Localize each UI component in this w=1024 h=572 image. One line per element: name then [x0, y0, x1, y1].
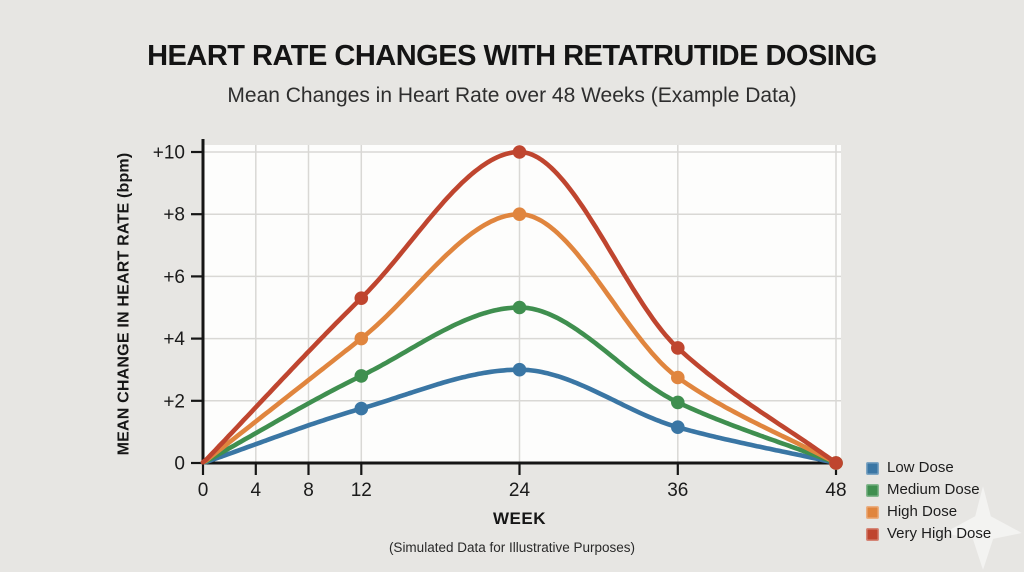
series-marker-low-dose: [671, 420, 685, 435]
x-tick-label: 8: [303, 480, 314, 501]
series-marker-very-high-dose: [829, 456, 843, 470]
y-tick-label: +8: [163, 205, 185, 226]
y-tick-label: +10: [153, 143, 185, 164]
legend-swatch: [866, 483, 879, 497]
x-tick-label: 12: [351, 480, 372, 501]
y-tick-label: +4: [163, 329, 185, 350]
legend-item-low-dose: Low Dose: [866, 459, 991, 476]
chart-title: HEART RATE CHANGES WITH RETATRUTIDE DOSI…: [147, 40, 877, 72]
x-tick-label: 4: [251, 480, 262, 501]
legend-label: Low Dose: [887, 459, 954, 476]
series-marker-very-high-dose: [354, 291, 369, 306]
y-tick-label: +6: [163, 267, 185, 288]
x-axis-title: WEEK: [493, 509, 546, 528]
series-marker-high-dose: [512, 207, 527, 221]
y-tick-label: +2: [163, 391, 185, 412]
series-marker-medium-dose: [671, 395, 685, 410]
series-marker-high-dose: [671, 370, 685, 385]
x-tick-label: 0: [198, 480, 209, 501]
legend-item-very-high-dose: Very High Dose: [866, 525, 992, 542]
legend-item-medium-dose: Medium Dose: [866, 481, 991, 498]
series-marker-very-high-dose: [671, 341, 685, 355]
series-marker-high-dose: [354, 331, 369, 346]
x-tick-label: 24: [509, 480, 531, 501]
legend-label: Medium Dose: [887, 481, 980, 498]
legend: Low Dose Medium Dose High Dose Very High Do…: [866, 459, 992, 549]
chart-subtitle: Mean Changes in Heart Rate over 48 Weeks…: [227, 84, 797, 107]
legend-label: Very High Dose: [887, 525, 992, 542]
footer-note: (Simulated Data for Illustrative Purpose…: [388, 540, 636, 555]
series-marker-medium-dose: [512, 300, 527, 315]
legend-swatch: [866, 461, 879, 475]
x-tick-label: 48: [825, 480, 846, 501]
series-marker-very-high-dose: [512, 145, 527, 159]
series-marker-low-dose: [354, 401, 369, 416]
y-tick-label: 0: [174, 454, 185, 475]
legend-swatch: [866, 505, 879, 519]
legend-item-high-dose: High Dose: [866, 503, 991, 520]
legend-swatch: [866, 527, 879, 541]
series-marker-medium-dose: [354, 369, 369, 383]
legend-label: High Dose: [887, 503, 958, 520]
series-marker-low-dose: [512, 362, 527, 377]
x-tick-label: 36: [667, 480, 688, 501]
